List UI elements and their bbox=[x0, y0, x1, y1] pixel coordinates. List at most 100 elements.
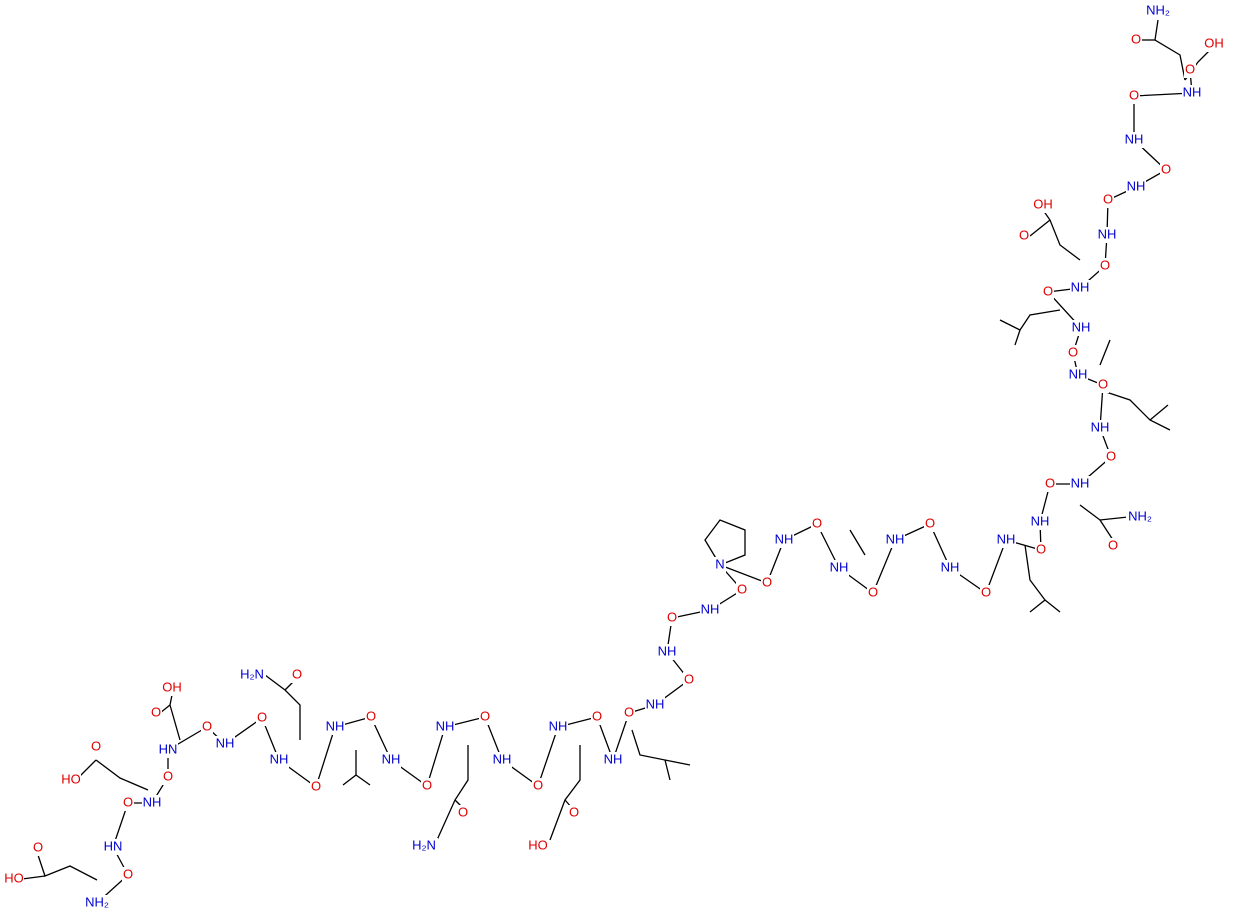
atom-label: NH bbox=[701, 601, 720, 616]
bond bbox=[1042, 209, 1081, 261]
atom-label: NH bbox=[830, 559, 849, 574]
atom-label: O bbox=[624, 704, 634, 719]
label-background bbox=[32, 840, 44, 856]
bond bbox=[96, 69, 1193, 904]
label-background bbox=[150, 705, 162, 721]
label-background bbox=[1105, 449, 1117, 465]
label-background bbox=[603, 752, 623, 768]
label-background bbox=[215, 736, 235, 752]
label-background bbox=[162, 769, 174, 785]
atom-label: O bbox=[366, 708, 376, 723]
label-background bbox=[256, 710, 268, 726]
label-background bbox=[90, 739, 102, 755]
atom-label: NH bbox=[493, 751, 512, 766]
atom-label: O bbox=[981, 584, 991, 599]
atom-label: O bbox=[533, 777, 543, 792]
atom-label: NH bbox=[941, 559, 960, 574]
label-background bbox=[269, 752, 289, 768]
atom-label: O bbox=[292, 666, 302, 681]
atom-label: NH bbox=[1183, 84, 1202, 99]
label-background bbox=[1130, 32, 1142, 48]
atom-label: NH bbox=[646, 696, 665, 711]
bond bbox=[21, 875, 46, 880]
atom-label: NH bbox=[326, 718, 345, 733]
label-background bbox=[162, 680, 182, 696]
atom-label: HN bbox=[159, 741, 178, 756]
atom-label: NH bbox=[658, 643, 677, 658]
label-background bbox=[1030, 514, 1050, 530]
bond bbox=[664, 759, 691, 766]
label-background bbox=[1042, 284, 1054, 300]
label-background bbox=[700, 602, 720, 618]
bond bbox=[1044, 599, 1061, 613]
bond bbox=[355, 774, 371, 786]
label-background bbox=[435, 719, 455, 735]
atom-label: O bbox=[762, 574, 772, 589]
atom-label: O bbox=[123, 866, 133, 881]
atom-label: NH bbox=[549, 718, 568, 733]
atom-label: H₂N bbox=[412, 837, 436, 852]
label-background bbox=[1107, 538, 1119, 554]
label-background bbox=[201, 719, 213, 735]
atom-label: NH₂ bbox=[1128, 508, 1152, 523]
label-background bbox=[410, 838, 438, 854]
atom-label: O bbox=[1161, 161, 1171, 176]
label-background bbox=[1068, 367, 1088, 383]
atom-label: O bbox=[33, 839, 43, 854]
atom-label: O bbox=[163, 768, 173, 783]
atom-label: O bbox=[1108, 537, 1118, 552]
label-background bbox=[528, 838, 548, 854]
bond bbox=[1024, 544, 1046, 613]
atom-label: O bbox=[1043, 283, 1053, 298]
label-background bbox=[1018, 228, 1030, 244]
label-background bbox=[829, 560, 849, 576]
atom-label: NH bbox=[1127, 178, 1146, 193]
label-background bbox=[1090, 420, 1110, 436]
label-background bbox=[1184, 62, 1196, 78]
label-background bbox=[83, 895, 111, 911]
label-background bbox=[122, 867, 134, 883]
label-background bbox=[4, 871, 24, 887]
label-background bbox=[980, 585, 992, 601]
label-background bbox=[548, 719, 568, 735]
label-background bbox=[1144, 3, 1172, 19]
atom-label: NH bbox=[1072, 319, 1091, 334]
atom-label: HO bbox=[528, 837, 548, 852]
bond bbox=[1099, 339, 1111, 366]
atom-label: OH bbox=[1204, 35, 1224, 50]
label-background bbox=[1204, 36, 1224, 52]
label-background bbox=[1128, 88, 1140, 104]
atom-label: HO bbox=[4, 870, 24, 885]
label-background bbox=[761, 575, 773, 591]
label-background bbox=[924, 516, 936, 532]
atom-label: O bbox=[1098, 376, 1108, 391]
atom-label: O bbox=[480, 708, 490, 723]
bond bbox=[1014, 329, 1021, 346]
atom-label: NH₂ bbox=[85, 894, 109, 909]
label-background bbox=[1182, 85, 1202, 101]
atom-label: NH bbox=[382, 751, 401, 766]
label-background bbox=[103, 839, 123, 855]
label-background bbox=[1160, 162, 1172, 178]
atom-label: O bbox=[569, 804, 579, 819]
label-background bbox=[867, 585, 879, 601]
atom-label: O bbox=[1131, 31, 1141, 46]
label-background bbox=[1067, 345, 1079, 361]
label-background bbox=[683, 672, 695, 688]
label-background bbox=[940, 560, 960, 576]
label-background bbox=[591, 709, 603, 725]
atom-label: O bbox=[1036, 541, 1046, 556]
bonds bbox=[21, 19, 1211, 904]
label-background bbox=[736, 582, 748, 598]
label-background bbox=[645, 697, 665, 713]
label-background bbox=[365, 709, 377, 725]
bond bbox=[549, 745, 581, 841]
bond bbox=[1154, 19, 1186, 81]
label-background bbox=[1126, 179, 1146, 195]
label-background bbox=[1097, 377, 1109, 393]
label-background bbox=[885, 532, 905, 548]
label-background bbox=[479, 709, 491, 725]
label-background bbox=[238, 667, 266, 683]
label-background bbox=[1035, 542, 1047, 558]
